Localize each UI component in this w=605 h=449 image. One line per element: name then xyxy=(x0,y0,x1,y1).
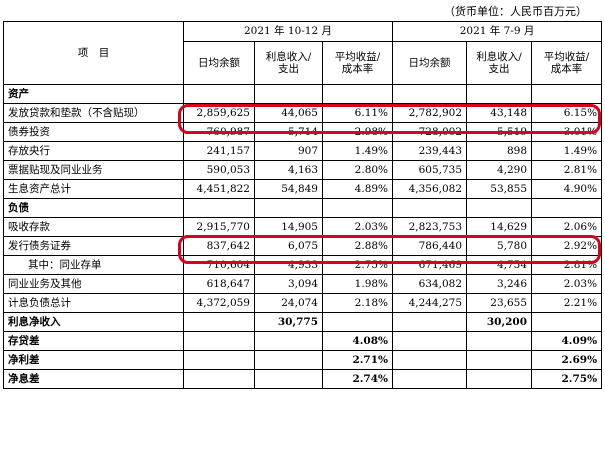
table-row: 发行债务证券 837,642 6,075 2.88% 786,440 5,780 2.92% xyxy=(3,236,603,256)
interest-analysis-table: 项 目 2021 年 10-12 月 2021 年 7-9 月 日均余额 利息收… xyxy=(3,21,603,389)
summary-row-net-interest-margin: 净息差 2.74% 2.75% xyxy=(3,369,603,389)
table-row: 发放贷款和垫款（不含贴现） 2,859,625 44,065 6.11% 2,782,9… xyxy=(3,103,603,123)
header-q4-interest: 利息收入/支出 xyxy=(254,41,323,85)
header-period-q3: 2021 年 7-9 月 xyxy=(392,21,603,42)
header-q4-yield: 平均收益/成本率 xyxy=(321,41,394,85)
summary-row-net-interest-income: 利息净收入 30,775 30,200 xyxy=(3,312,603,332)
table-row: 其中：同业存单 710,604 4,933 2.75% 671,469 4,754 2.81… xyxy=(3,255,603,275)
section-assets: 资产 xyxy=(3,84,184,104)
table-row: 同业业务及其他 618,647 3,094 1.98% 634,082 3,246 2.03… xyxy=(3,274,603,294)
header-q4-avg: 日均余额 xyxy=(183,41,255,85)
currency-unit-note: （货币单位：人民币百万元） xyxy=(444,5,587,18)
table-row: 生息资产总计 4,451,822 54,849 4.89% 4,356,082 53,85… xyxy=(3,179,603,199)
section-liabilities: 负债 xyxy=(3,198,184,218)
table-row: 票据贴现及同业业务 590,053 4,163 2.80% 605,735 4,290 2.… xyxy=(3,160,603,180)
header-q3-interest: 利息收入/支出 xyxy=(466,41,533,85)
table-row: 债券投资 760,987 5,714 2.98% 728,002 5,519 3.01% xyxy=(3,122,603,142)
summary-row-net-interest-spread: 净利差 2.71% 2.69% xyxy=(3,350,603,370)
table-row: 吸收存款 2,915,770 14,905 2.03% 2,823,753 14,629 2… xyxy=(3,217,603,237)
header-period-q4: 2021 年 10-12 月 xyxy=(182,21,394,42)
table-row: 计息负债总计 4,372,059 24,074 2.18% 4,244,275 23,65… xyxy=(3,293,603,313)
header-item: 项 目 xyxy=(3,21,184,85)
table-row: 存放央行 241,157 907 1.49% 239,443 898 1.49% xyxy=(3,141,603,161)
header-q3-yield: 平均收益/成本率 xyxy=(531,41,603,85)
summary-row-spread: 存贷差 4.08% 4.09% xyxy=(3,331,603,351)
header-q3-avg: 日均余额 xyxy=(392,41,468,85)
